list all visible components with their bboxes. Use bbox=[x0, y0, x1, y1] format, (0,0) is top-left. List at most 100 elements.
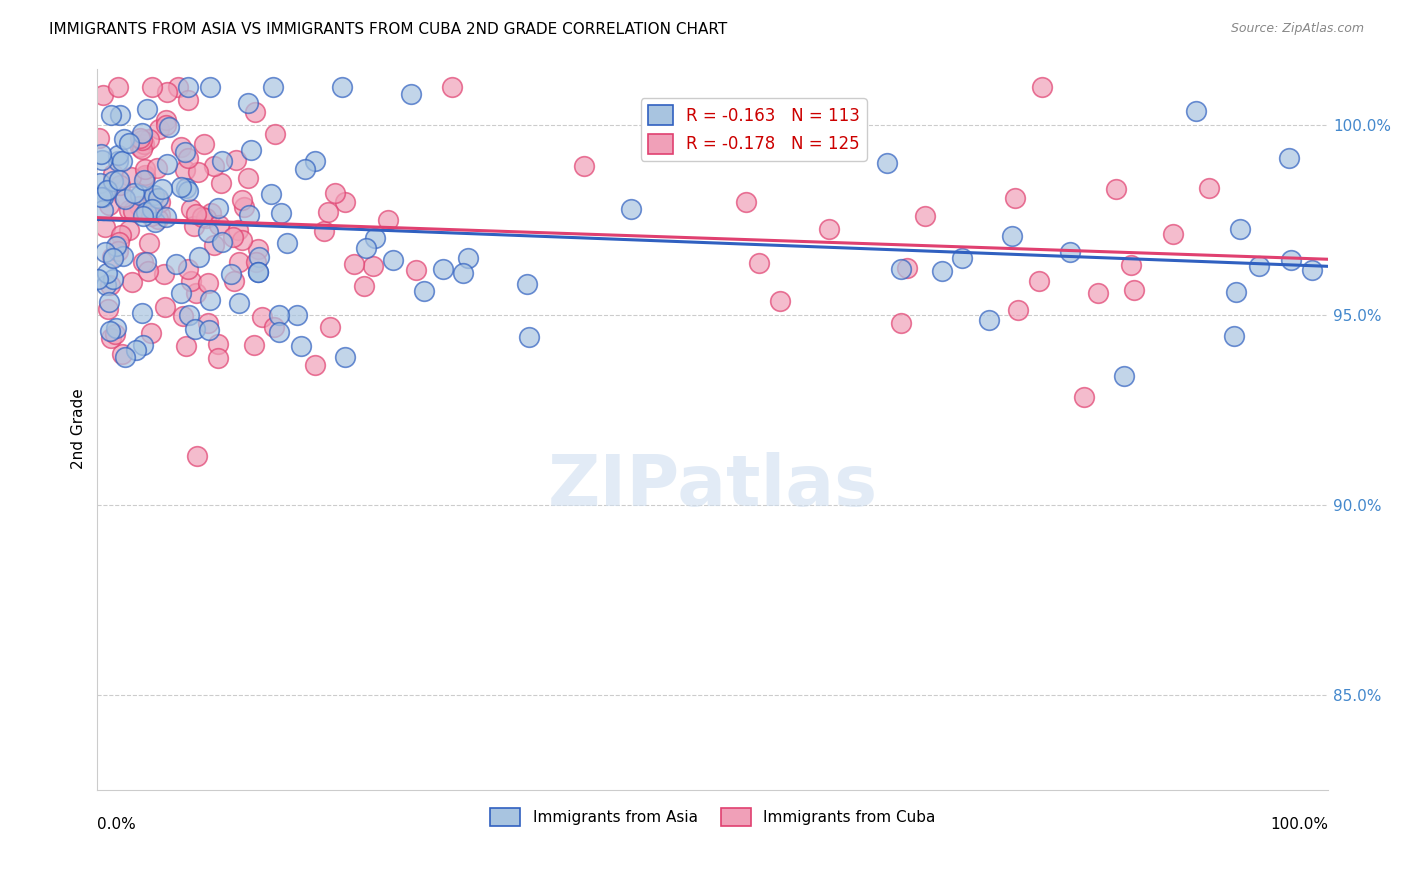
Point bbox=[1000, 229, 1022, 244]
Point bbox=[240, 143, 263, 157]
Point bbox=[107, 244, 129, 259]
Point bbox=[143, 215, 166, 229]
Legend: Immigrants from Asia, Immigrants from Cuba: Immigrants from Asia, Immigrants from Cu… bbox=[484, 802, 942, 832]
Point bbox=[135, 255, 157, 269]
Point bbox=[89, 176, 111, 190]
Point bbox=[121, 204, 143, 219]
Point bbox=[131, 133, 153, 147]
Point bbox=[977, 313, 1000, 327]
Point bbox=[104, 321, 127, 335]
Point bbox=[343, 257, 366, 271]
Point bbox=[399, 87, 422, 101]
Point bbox=[243, 338, 266, 352]
Point bbox=[94, 244, 117, 259]
Point bbox=[294, 162, 316, 177]
Point bbox=[207, 351, 229, 365]
Point bbox=[198, 323, 221, 337]
Point bbox=[363, 231, 385, 245]
Point bbox=[100, 108, 122, 122]
Point bbox=[134, 170, 156, 185]
Point bbox=[264, 128, 287, 142]
Point bbox=[453, 266, 475, 280]
Point bbox=[121, 275, 143, 289]
Point bbox=[132, 173, 155, 187]
Point bbox=[1007, 302, 1029, 317]
Point bbox=[200, 80, 222, 95]
Point bbox=[90, 189, 112, 203]
Point bbox=[225, 153, 247, 167]
Point bbox=[198, 293, 221, 307]
Point bbox=[146, 191, 169, 205]
Point bbox=[129, 131, 152, 145]
Point bbox=[112, 132, 135, 146]
Point bbox=[1301, 263, 1323, 277]
Point bbox=[231, 193, 253, 207]
Point bbox=[1198, 181, 1220, 195]
Point bbox=[141, 80, 163, 95]
Point bbox=[931, 264, 953, 278]
Point bbox=[1028, 274, 1050, 288]
Point bbox=[176, 93, 198, 107]
Point bbox=[91, 190, 114, 204]
Point bbox=[238, 96, 260, 111]
Point bbox=[94, 278, 117, 293]
Point bbox=[209, 176, 232, 190]
Point bbox=[1277, 151, 1299, 165]
Point bbox=[236, 171, 259, 186]
Point bbox=[167, 80, 190, 95]
Point bbox=[135, 102, 157, 116]
Point bbox=[111, 154, 134, 169]
Point bbox=[769, 293, 792, 308]
Point bbox=[128, 199, 150, 213]
Point bbox=[98, 197, 121, 211]
Point bbox=[231, 233, 253, 247]
Point bbox=[165, 257, 187, 271]
Point bbox=[191, 210, 214, 224]
Point bbox=[222, 274, 245, 288]
Point bbox=[111, 249, 134, 263]
Point bbox=[1059, 245, 1081, 260]
Point bbox=[177, 80, 200, 95]
Point bbox=[155, 118, 177, 132]
Point bbox=[146, 161, 169, 175]
Point bbox=[131, 126, 153, 140]
Point bbox=[432, 262, 454, 277]
Point bbox=[620, 202, 643, 216]
Point bbox=[876, 156, 898, 170]
Point bbox=[333, 350, 356, 364]
Point bbox=[187, 251, 209, 265]
Text: IMMIGRANTS FROM ASIA VS IMMIGRANTS FROM CUBA 2ND GRADE CORRELATION CHART: IMMIGRANTS FROM ASIA VS IMMIGRANTS FROM … bbox=[49, 22, 727, 37]
Point bbox=[98, 277, 121, 292]
Point bbox=[333, 194, 356, 209]
Point bbox=[377, 213, 399, 227]
Point bbox=[118, 136, 141, 151]
Point bbox=[142, 190, 165, 204]
Point bbox=[202, 237, 225, 252]
Point bbox=[270, 205, 292, 219]
Point bbox=[87, 271, 110, 285]
Point bbox=[104, 327, 127, 342]
Point bbox=[105, 239, 128, 253]
Point bbox=[260, 186, 283, 201]
Point bbox=[267, 325, 290, 339]
Point bbox=[197, 226, 219, 240]
Point bbox=[170, 285, 193, 300]
Point bbox=[170, 140, 193, 154]
Point bbox=[314, 224, 336, 238]
Text: ZIPatlas: ZIPatlas bbox=[548, 452, 877, 521]
Point bbox=[381, 253, 404, 268]
Point bbox=[1279, 252, 1302, 267]
Point bbox=[1031, 80, 1053, 95]
Point bbox=[110, 178, 132, 192]
Point bbox=[193, 136, 215, 151]
Point bbox=[247, 242, 270, 256]
Point bbox=[98, 324, 121, 338]
Point bbox=[157, 120, 180, 135]
Point bbox=[101, 167, 124, 181]
Point bbox=[91, 88, 114, 103]
Point bbox=[1229, 222, 1251, 236]
Point bbox=[107, 154, 129, 169]
Point bbox=[174, 339, 197, 353]
Point bbox=[211, 235, 233, 249]
Point bbox=[207, 337, 229, 351]
